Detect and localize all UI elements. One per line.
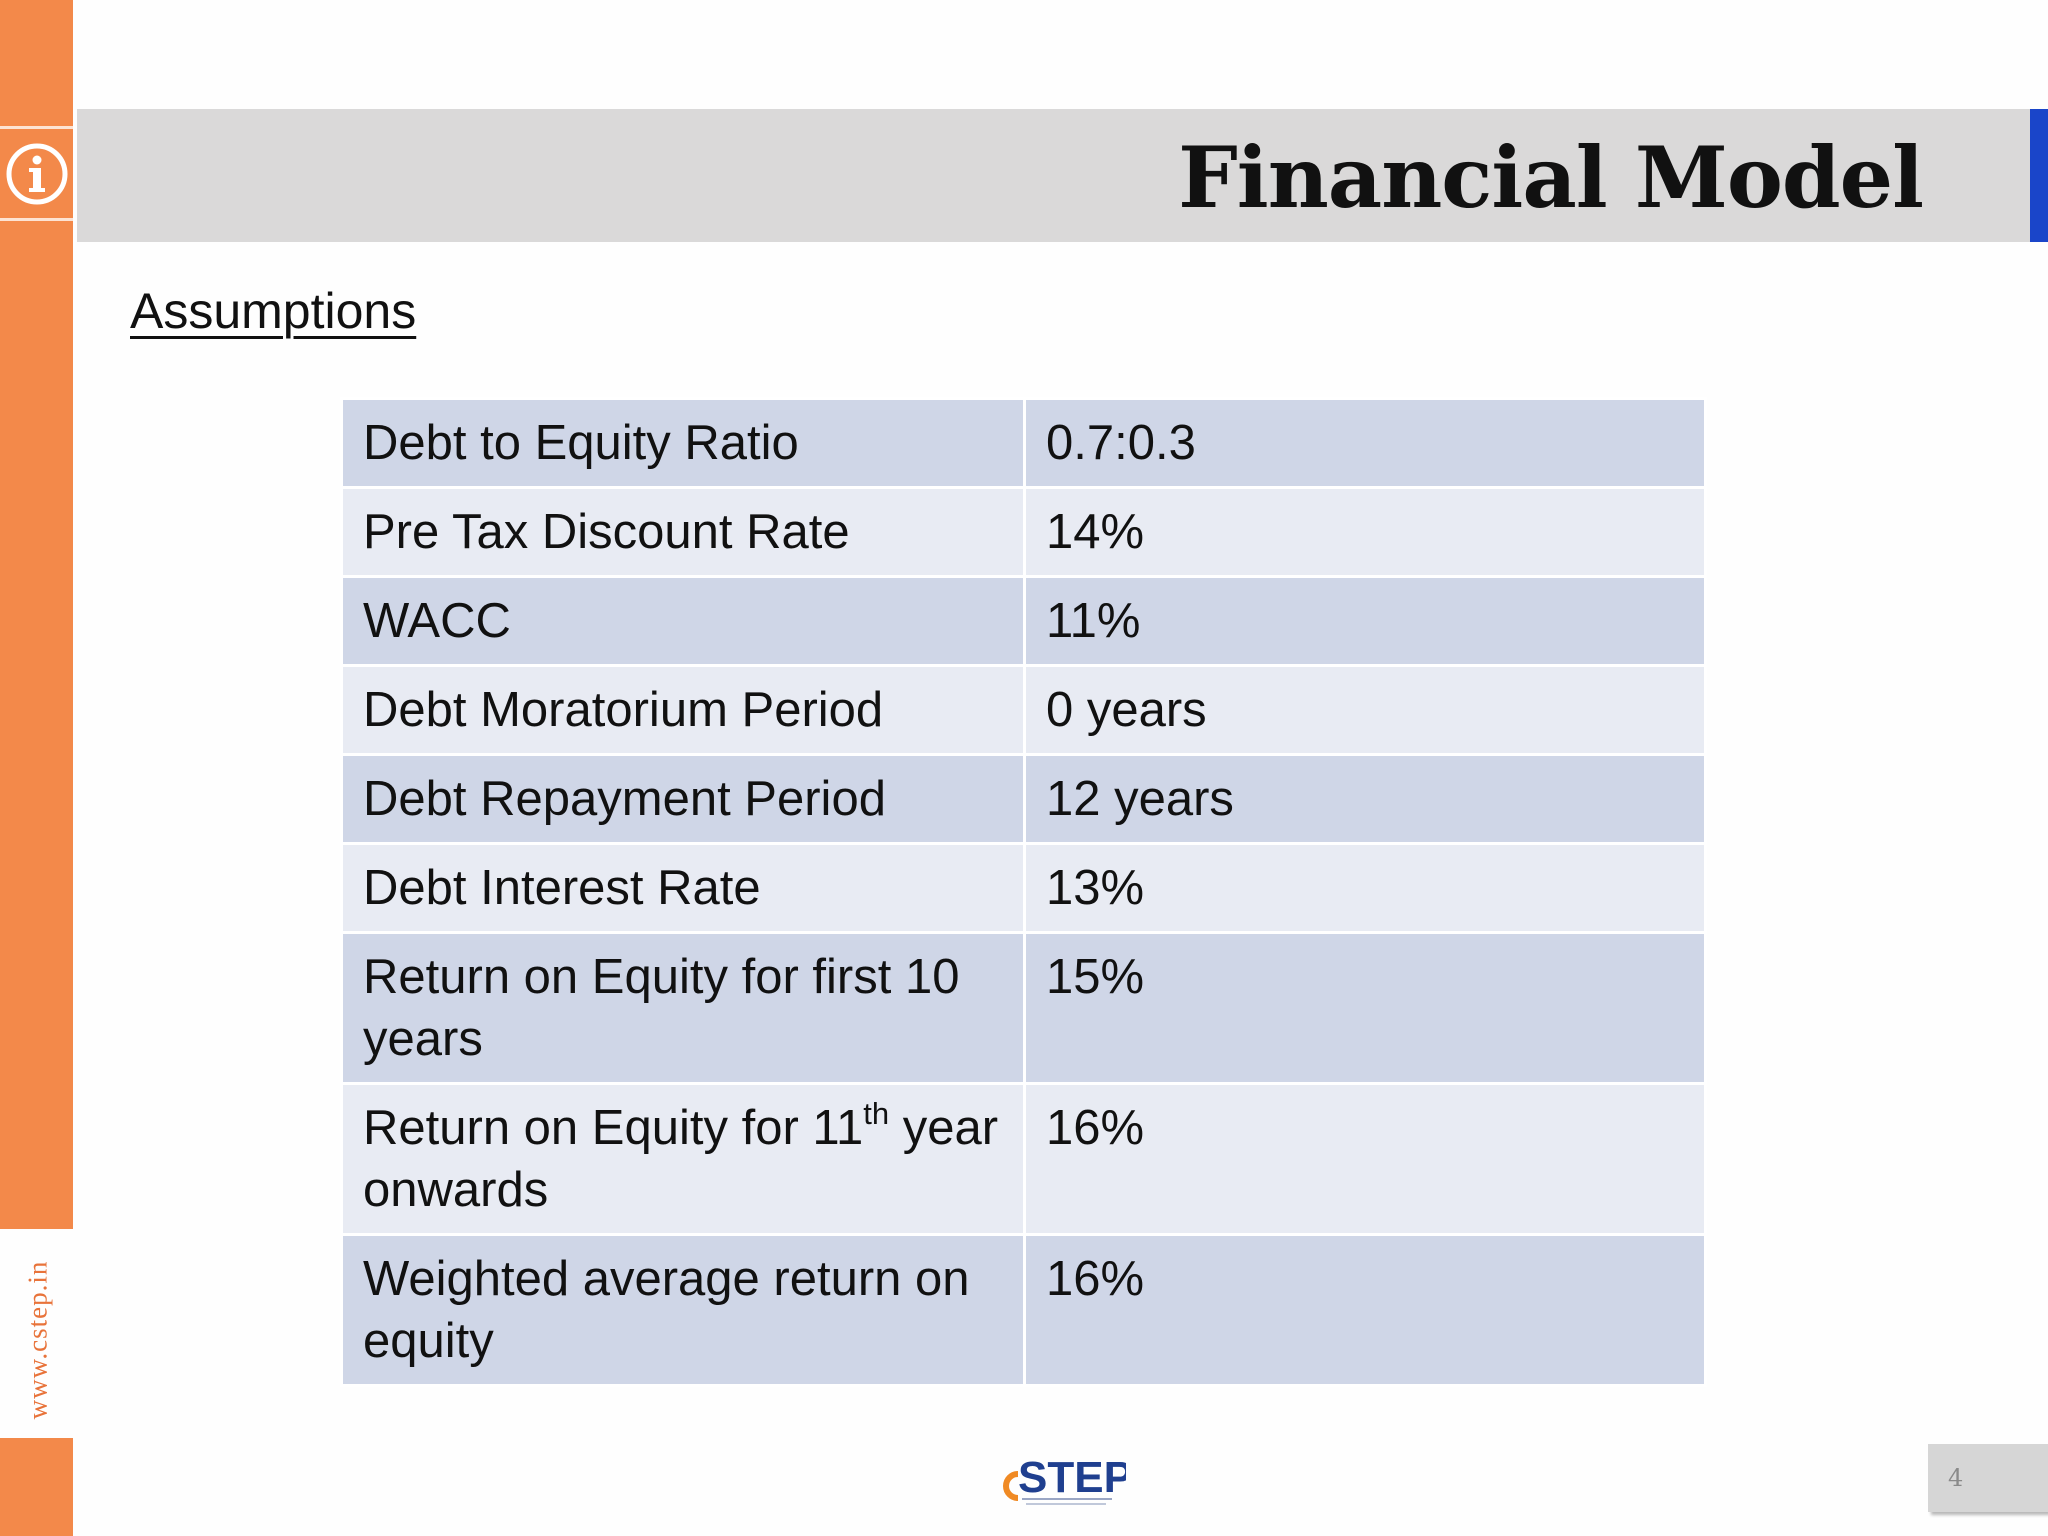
table-row: Debt Repayment Period 12 years <box>340 753 1707 845</box>
page-number: 4 <box>1948 1464 1964 1492</box>
page-number-box: 4 <box>1928 1444 2048 1512</box>
table-row: Debt to Equity Ratio 0.7:0.3 <box>340 397 1707 489</box>
row-label: Debt Repayment Period <box>340 753 1026 845</box>
row-value: 13% <box>1023 842 1707 934</box>
row-value: 11% <box>1023 575 1707 667</box>
row-value: 16% <box>1023 1233 1707 1387</box>
table-row: Debt Moratorium Period 0 years <box>340 664 1707 756</box>
table-row: WACC 11% <box>340 575 1707 667</box>
section-heading: Assumptions <box>130 283 417 339</box>
left-sidebar-bar <box>0 0 73 1229</box>
website-url: www.cstep.in <box>22 1260 53 1420</box>
left-sidebar-bar-bottom <box>0 1438 73 1536</box>
table-row: Debt Interest Rate 13% <box>340 842 1707 934</box>
row-label-text: Return on Equity for 11 <box>363 1101 864 1155</box>
info-icon-box <box>0 126 73 221</box>
table-row: Pre Tax Discount Rate 14% <box>340 486 1707 578</box>
row-value: 14% <box>1023 486 1707 578</box>
row-label: WACC <box>340 575 1026 667</box>
row-label-text-continued: year onwards <box>363 1101 999 1217</box>
ordinal-suffix: th <box>863 1096 890 1131</box>
row-value: 0 years <box>1023 664 1707 756</box>
row-label: Return on Equity for first 10 years <box>340 931 1026 1085</box>
row-value: 15% <box>1023 931 1707 1085</box>
table-row: Return on Equity for first 10 years 15% <box>340 931 1707 1085</box>
table-row: Return on Equity for 11th year onwards 1… <box>340 1082 1707 1236</box>
assumptions-table: Debt to Equity Ratio 0.7:0.3 Pre Tax Dis… <box>340 397 1707 1387</box>
title-band <box>77 109 2030 242</box>
row-label: Pre Tax Discount Rate <box>340 486 1026 578</box>
slide-title: Financial Model <box>1178 128 1924 227</box>
row-label: Debt to Equity Ratio <box>340 397 1026 489</box>
cstep-logo: STEP <box>1003 1453 1126 1505</box>
row-label: Return on Equity for 11th year onwards <box>340 1082 1026 1236</box>
row-label: Weighted average return on equity <box>340 1233 1026 1387</box>
logo-wordmark: STEP <box>1018 1453 1126 1502</box>
info-circle-icon <box>6 143 67 204</box>
row-value: 16% <box>1023 1082 1707 1236</box>
title-accent-bar <box>2030 109 2048 242</box>
row-label: Debt Interest Rate <box>340 842 1026 934</box>
row-value: 12 years <box>1023 753 1707 845</box>
row-label: Debt Moratorium Period <box>340 664 1026 756</box>
table-row: Weighted average return on equity 16% <box>340 1233 1707 1387</box>
row-value: 0.7:0.3 <box>1023 397 1707 489</box>
